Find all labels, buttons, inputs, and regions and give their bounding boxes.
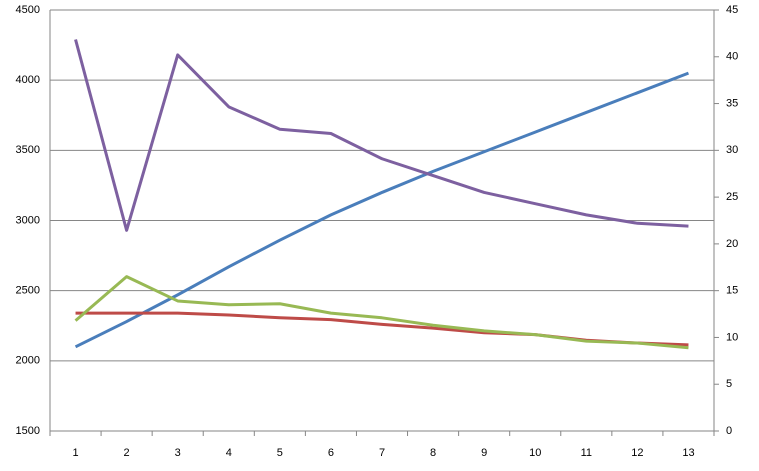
y2-tick-label: 5 bbox=[726, 378, 732, 390]
x-tick-label: 2 bbox=[124, 447, 130, 459]
y-tick-label: 4500 bbox=[16, 4, 40, 16]
y-tick-label: 1500 bbox=[16, 425, 40, 437]
y-tick-label: 4000 bbox=[16, 74, 40, 86]
y2-tick-label: 30 bbox=[726, 144, 738, 156]
y2-tick-label: 40 bbox=[726, 51, 738, 63]
y2-tick-label: 10 bbox=[726, 331, 738, 343]
x-tick-label: 1 bbox=[72, 447, 78, 459]
y-tick-label: 2500 bbox=[16, 285, 40, 297]
x-tick-label: 7 bbox=[379, 447, 385, 459]
y-tick-label: 3500 bbox=[16, 144, 40, 156]
y2-tick-label: 25 bbox=[726, 191, 738, 203]
x-tick-label: 3 bbox=[175, 447, 181, 459]
x-tick-label: 4 bbox=[226, 447, 232, 459]
x-tick-label: 5 bbox=[277, 447, 283, 459]
y-tick-label: 2000 bbox=[16, 355, 40, 367]
x-tick-label: 11 bbox=[581, 447, 592, 459]
series-line bbox=[74, 39, 689, 232]
y-tick-label: 3000 bbox=[16, 214, 40, 226]
y2-tick-label: 45 bbox=[726, 4, 738, 16]
x-tick-label: 13 bbox=[682, 447, 694, 459]
x-tick-label: 12 bbox=[631, 447, 643, 459]
y2-tick-label: 0 bbox=[726, 425, 732, 437]
series-line bbox=[74, 275, 689, 350]
x-tick-label: 10 bbox=[529, 447, 541, 459]
x-tick-label: 6 bbox=[328, 447, 334, 459]
y2-tick-label: 35 bbox=[726, 97, 738, 109]
series-line bbox=[74, 71, 690, 349]
y2-tick-label: 15 bbox=[726, 285, 738, 297]
x-tick-label: 8 bbox=[430, 447, 436, 459]
y2-tick-label: 20 bbox=[726, 238, 738, 250]
x-tick-label: 9 bbox=[481, 447, 487, 459]
